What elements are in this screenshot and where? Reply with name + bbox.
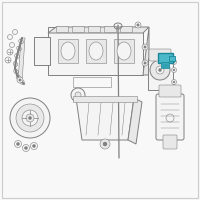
Bar [114,39,134,63]
Bar [73,96,137,102]
Circle shape [142,60,148,66]
Circle shape [100,139,110,149]
Circle shape [30,142,38,150]
Circle shape [12,29,18,34]
Circle shape [144,46,146,48]
Bar [58,39,78,63]
FancyBboxPatch shape [2,2,198,198]
Circle shape [17,77,23,83]
Bar [104,26,116,32]
Circle shape [24,146,28,150]
Bar [56,26,68,32]
Circle shape [173,69,175,71]
Circle shape [16,104,44,132]
Circle shape [137,24,139,26]
Circle shape [10,98,50,138]
Circle shape [172,79,177,84]
Circle shape [173,61,175,63]
Circle shape [142,44,148,50]
Circle shape [144,62,146,64]
Bar [120,26,132,32]
Circle shape [173,81,175,83]
Polygon shape [18,38,25,82]
Ellipse shape [89,42,103,60]
Bar [88,26,100,32]
Circle shape [32,144,36,148]
Circle shape [103,142,107,146]
Polygon shape [76,98,134,140]
Circle shape [172,60,177,64]
Circle shape [156,66,164,74]
Circle shape [16,142,20,146]
Circle shape [26,114,34,122]
Circle shape [19,79,21,81]
Circle shape [158,68,162,72]
Circle shape [7,49,13,55]
Bar [148,58,173,90]
Bar [72,26,84,32]
FancyBboxPatch shape [163,135,177,149]
Polygon shape [143,27,149,75]
Circle shape [29,116,32,119]
Bar [34,37,50,65]
Circle shape [10,43,14,47]
Circle shape [5,57,11,63]
Circle shape [75,92,81,98]
Bar [169,56,175,61]
Circle shape [22,110,38,126]
Ellipse shape [117,42,131,60]
FancyBboxPatch shape [158,53,174,64]
Circle shape [14,140,22,148]
Bar [86,39,106,63]
Circle shape [8,34,12,40]
Circle shape [150,60,170,80]
FancyBboxPatch shape [156,94,184,140]
Circle shape [135,22,141,28]
Polygon shape [128,98,142,144]
FancyBboxPatch shape [48,27,143,75]
Circle shape [22,144,30,152]
Circle shape [172,68,177,72]
Bar [73,77,111,87]
FancyBboxPatch shape [149,49,171,61]
Polygon shape [48,27,149,33]
Ellipse shape [61,42,75,60]
Bar [161,62,169,68]
Circle shape [71,88,85,102]
FancyBboxPatch shape [159,85,181,97]
